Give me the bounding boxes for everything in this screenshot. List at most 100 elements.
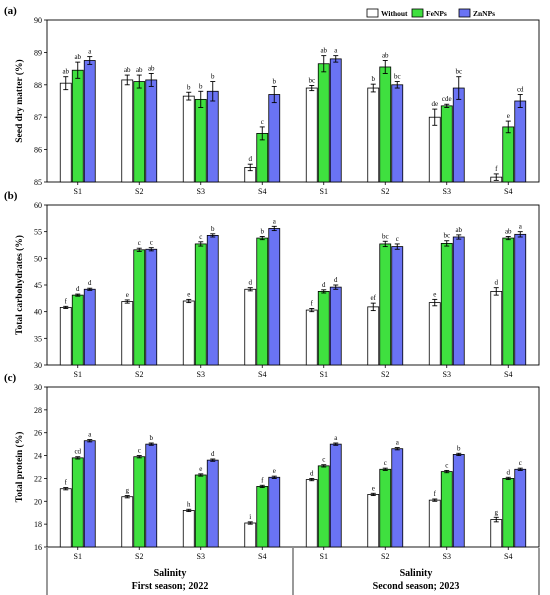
bar-without [59,306,72,366]
bar-fenps [194,98,207,183]
bar-fenps [194,474,207,548]
bar-znnps [83,288,96,366]
significance-letter: d [76,285,80,293]
significance-letter: g [126,487,130,495]
y-tick-label: 30 [34,361,42,370]
significance-letter: ab [455,226,462,234]
y-tick-label: 87 [34,113,42,122]
significance-letter: e [187,290,190,298]
bar-znnps [514,100,527,183]
bar-fenps [194,243,207,366]
x-tick-label: S2 [135,370,143,379]
bar-fenps [317,290,330,366]
significance-letter: ab [148,64,155,72]
significance-letter: ab [382,52,389,60]
significance-letter: c [445,461,448,469]
bar-znnps [329,286,342,366]
x-tick-label: S4 [258,187,266,196]
season1-salinity-label: Salinity [154,568,187,579]
y-tick-label: 40 [34,308,42,317]
significance-letter: c [384,459,387,467]
significance-letter: ef [371,294,377,302]
significance-letter: f [65,479,68,487]
bar-fenps [71,69,84,183]
bar-fenps [317,465,330,548]
y-axis-title: Seed dry matter (%) [14,59,25,142]
bar-without [367,306,380,366]
bar-znnps [391,246,404,366]
y-tick-label: 60 [34,201,42,210]
y-tick-label: 45 [34,281,42,290]
y-axis-title: Total carbohydrates (%) [14,235,25,335]
legend-swatch-znnps [458,8,471,18]
bar-without [428,302,441,366]
x-tick-label: S3 [197,552,205,561]
significance-letter: b [457,444,461,452]
x-tick-label: S3 [197,370,205,379]
bar-fenps [256,486,269,548]
y-tick-label: 55 [34,228,42,237]
significance-letter: c [138,239,141,247]
season2-salinity-label: Salinity [400,568,433,579]
bar-znnps [145,248,158,366]
significance-letter: c [138,447,141,455]
x-tick-label: S4 [258,552,266,561]
legend-swatch-without [366,8,379,18]
x-tick-label: S4 [504,187,512,196]
significance-letter: d [211,450,215,458]
significance-letter: ab [136,66,143,74]
bar-without [305,309,318,366]
significance-letter: b [372,75,376,83]
significance-letter: f [434,490,437,498]
significance-letter: d [249,279,253,287]
x-tick-label: S3 [443,370,451,379]
bar-znnps [268,476,281,548]
bar-fenps [133,249,146,366]
x-tick-label: S1 [320,370,328,379]
y-tick-label: 35 [34,334,42,343]
bar-znnps [514,468,527,548]
bar-fenps [317,63,330,183]
x-tick-label: S1 [320,187,328,196]
bar-without [428,499,441,548]
bar-fenps [440,242,453,366]
bar-znnps [206,234,219,366]
significance-letter: a [273,217,277,225]
bar-without [490,290,503,366]
significance-letter: bc [308,76,315,84]
panel-tag: (c) [4,372,17,384]
bar-znnps [145,79,158,183]
bar-fenps [440,471,453,548]
x-tick-label: S4 [258,370,266,379]
x-tick-label: S3 [443,552,451,561]
significance-letter: d [88,279,92,287]
significance-letter: ab [124,66,131,74]
bar-fenps [133,81,146,183]
x-tick-label: S4 [504,370,512,379]
significance-letter: cde [442,95,452,103]
significance-letter: a [88,431,92,439]
significance-letter: ab [320,47,327,55]
bar-znnps [329,58,342,183]
significance-letter: d [310,469,314,477]
bar-without [121,79,134,183]
y-tick-label: 18 [34,520,42,529]
bar-znnps [514,233,527,366]
bar-without [428,116,441,183]
significance-letter: d [495,279,499,287]
x-tick-label: S2 [135,552,143,561]
significance-letter: c [199,233,202,241]
x-tick-label: S4 [504,552,512,561]
significance-letter: e [273,467,276,475]
bar-without [490,519,503,548]
significance-letter: a [519,223,523,231]
significance-letter: f [65,297,68,305]
bar-znnps [268,228,281,366]
x-tick-label: S3 [443,187,451,196]
significance-letter: e [199,465,202,473]
y-tick-label: 86 [34,146,42,155]
y-tick-label: 50 [34,254,42,263]
significance-letter: i [249,513,251,521]
